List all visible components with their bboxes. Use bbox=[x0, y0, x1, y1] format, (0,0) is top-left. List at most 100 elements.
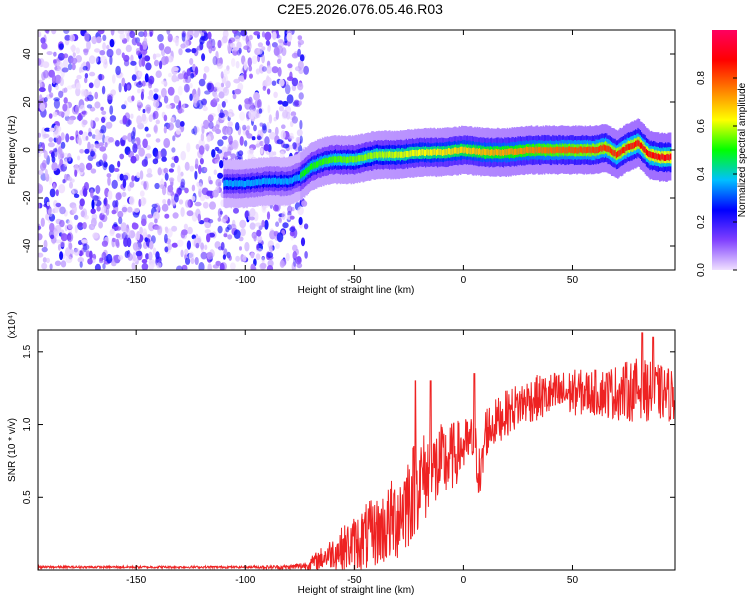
noise-blob bbox=[38, 87, 46, 93]
ridge-cell bbox=[331, 156, 333, 163]
ridge-cell bbox=[271, 178, 273, 185]
noise-blob bbox=[141, 262, 149, 270]
noise-blob bbox=[94, 117, 100, 122]
noise-blob bbox=[53, 97, 60, 102]
ridge-cell bbox=[541, 147, 543, 154]
ridge-cell bbox=[395, 151, 397, 158]
noise-blob bbox=[291, 52, 299, 59]
noise-blob bbox=[98, 142, 105, 147]
noise-blob bbox=[69, 181, 73, 189]
noise-blob bbox=[242, 124, 247, 131]
ridge-cell bbox=[669, 153, 672, 160]
ridge-cell bbox=[534, 147, 536, 154]
noise-blob bbox=[76, 134, 82, 145]
ridge-cell bbox=[242, 181, 245, 188]
noise-blob bbox=[99, 50, 106, 56]
ridge-cell bbox=[339, 155, 342, 163]
noise-blob bbox=[69, 136, 75, 141]
noise-blob bbox=[53, 148, 58, 153]
ridge-cell bbox=[325, 157, 327, 164]
ridge-cell bbox=[660, 154, 662, 161]
noise-blob bbox=[191, 184, 196, 192]
noise-blob bbox=[153, 100, 160, 108]
noise-blob bbox=[141, 259, 148, 264]
noise-blob bbox=[138, 147, 146, 157]
ridge-cell bbox=[624, 147, 626, 154]
ridge-cell bbox=[486, 149, 488, 156]
ridge-cell bbox=[585, 147, 588, 154]
ridge-cell bbox=[291, 177, 294, 184]
noise-blob bbox=[46, 51, 53, 56]
noise-blob bbox=[249, 73, 253, 79]
ridge-cell bbox=[620, 148, 623, 155]
noise-blob bbox=[243, 70, 247, 80]
noise-blob bbox=[248, 109, 255, 120]
bottom-y-ticks: 0.5 1.0 1.5 bbox=[22, 344, 675, 504]
ridge-cell bbox=[595, 147, 597, 154]
noise-blob bbox=[86, 104, 93, 109]
ridge-cell bbox=[613, 150, 615, 157]
noise-blob bbox=[84, 77, 88, 84]
noise-blob bbox=[290, 111, 297, 117]
noise-blob bbox=[48, 208, 53, 218]
noise-blob bbox=[147, 214, 154, 219]
ridge-cell bbox=[459, 146, 462, 153]
ridge-cell bbox=[383, 152, 385, 159]
noise-blob bbox=[298, 92, 304, 100]
noise-blob bbox=[171, 242, 178, 248]
ridge-cell bbox=[522, 148, 524, 155]
noise-blob bbox=[163, 167, 169, 174]
noise-blob bbox=[170, 117, 175, 123]
noise-blob bbox=[249, 222, 256, 230]
noise-blob bbox=[256, 243, 260, 251]
noise-blob bbox=[206, 135, 211, 143]
noise-blob bbox=[75, 87, 81, 97]
noise-blob bbox=[82, 90, 89, 96]
ridge-cell bbox=[612, 149, 614, 156]
noise-blob bbox=[261, 31, 266, 38]
ridge-cell bbox=[599, 145, 601, 153]
ridge-cell bbox=[549, 146, 552, 153]
ridge-cell bbox=[663, 154, 666, 161]
noise-blob bbox=[261, 219, 265, 228]
noise-blob bbox=[257, 98, 262, 109]
ridge-cell bbox=[273, 177, 276, 185]
noise-blob bbox=[284, 84, 291, 95]
noise-blob bbox=[187, 226, 193, 235]
noise-blob bbox=[50, 234, 55, 240]
noise-blob bbox=[296, 129, 303, 137]
noise-blob bbox=[171, 147, 176, 153]
noise-blob bbox=[84, 32, 90, 42]
noise-blob bbox=[171, 225, 178, 232]
noise-blob bbox=[90, 168, 97, 174]
ridge-cell bbox=[354, 155, 356, 163]
noise-blob bbox=[253, 31, 261, 36]
noise-blob bbox=[55, 84, 59, 91]
noise-blob bbox=[139, 226, 144, 235]
ridge-cell bbox=[511, 148, 513, 155]
noise-blob bbox=[163, 95, 169, 104]
ridge-cell bbox=[661, 153, 663, 160]
noise-blob bbox=[266, 265, 274, 270]
ridge-cell bbox=[485, 149, 487, 156]
noise-blob bbox=[258, 108, 263, 114]
ridge-cell bbox=[411, 149, 414, 156]
noise-blob bbox=[297, 35, 303, 41]
noise-blob bbox=[269, 131, 276, 140]
noise-blob bbox=[290, 115, 296, 121]
noise-blob bbox=[131, 262, 136, 270]
noise-blob bbox=[267, 104, 271, 114]
noise-blob bbox=[167, 33, 173, 43]
ridge-cell bbox=[447, 148, 450, 155]
spectrogram-panel: -150 -100 -50 0 50 -40 -20 0 20 40 Height of str… bbox=[7, 29, 676, 296]
noise-blob bbox=[234, 35, 241, 42]
noise-blob bbox=[297, 42, 302, 48]
noise-blob bbox=[87, 141, 91, 151]
noise-blob bbox=[96, 205, 101, 212]
noise-blob bbox=[110, 30, 115, 36]
noise-blob bbox=[260, 147, 264, 155]
noise-blob bbox=[79, 104, 85, 112]
noise-blob bbox=[236, 49, 241, 56]
noise-blob bbox=[94, 78, 101, 89]
ridge-cell bbox=[655, 152, 657, 159]
